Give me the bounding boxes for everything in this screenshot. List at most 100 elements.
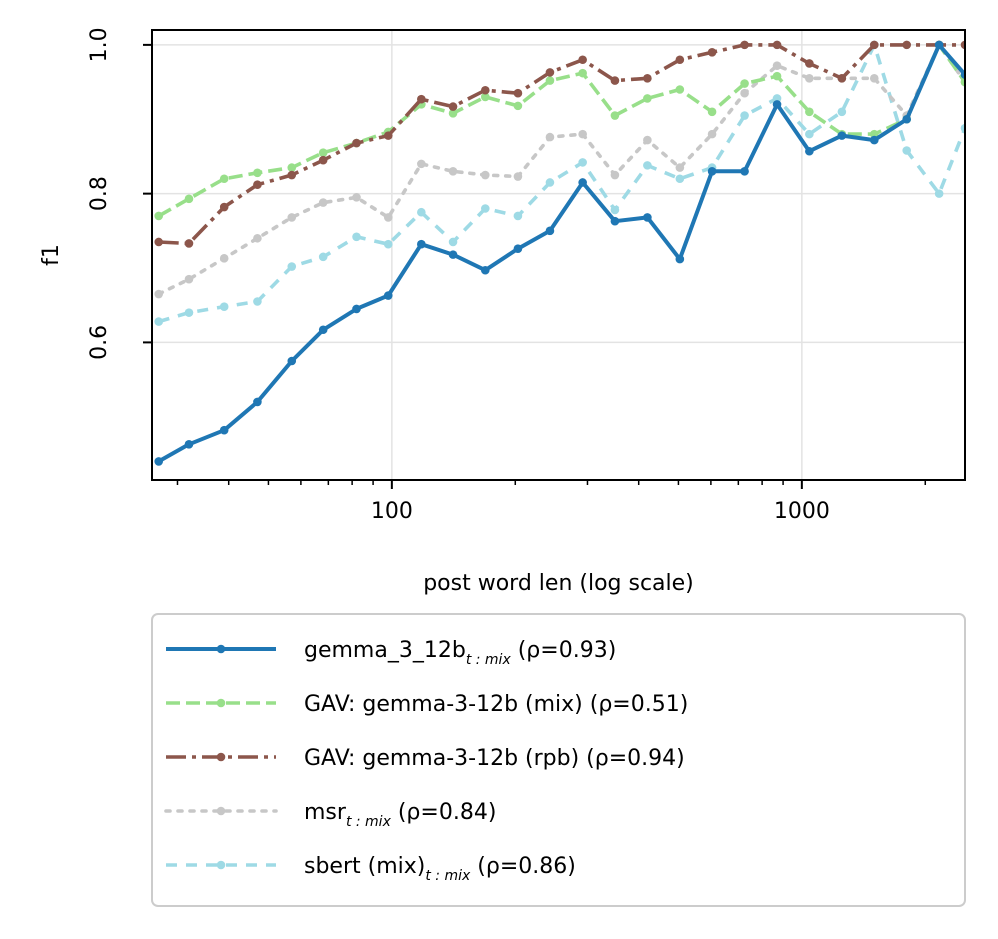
data-point — [643, 213, 652, 222]
legend-marker — [216, 752, 226, 762]
data-point — [448, 102, 458, 111]
data-point — [675, 163, 685, 172]
data-point — [287, 163, 297, 172]
legend-marker — [216, 644, 226, 654]
x-tick-label: 1000 — [774, 499, 830, 524]
data-point — [545, 76, 555, 85]
data-point — [610, 76, 620, 85]
data-point — [287, 262, 297, 271]
data-point — [902, 146, 912, 155]
data-point — [934, 189, 944, 198]
data-point — [578, 68, 587, 78]
data-point — [805, 74, 814, 83]
data-point — [869, 40, 879, 50]
data-point — [513, 88, 523, 98]
data-point — [480, 204, 490, 213]
data-point — [960, 70, 965, 79]
data-point — [417, 239, 426, 249]
data-point — [707, 167, 717, 176]
legend-label: GAV: gemma-3-12b (mix) (ρ=0.51) — [304, 692, 688, 717]
data-point — [772, 94, 782, 103]
data-point — [934, 40, 944, 50]
legend-entry: GAV: gemma-3-12b (rpb) (ρ=0.94) — [166, 746, 685, 771]
data-point — [578, 158, 587, 167]
legend-box — [151, 613, 966, 907]
data-point — [513, 244, 523, 253]
data-point — [643, 94, 652, 103]
data-point — [383, 239, 393, 249]
data-point — [643, 135, 652, 145]
data-point — [772, 40, 782, 50]
data-point — [184, 308, 194, 317]
data-point — [154, 457, 164, 466]
data-point — [318, 155, 328, 165]
data-point — [610, 111, 620, 120]
data-point — [707, 129, 717, 139]
data-point — [837, 107, 847, 117]
data-point — [960, 123, 965, 133]
data-point — [578, 178, 587, 187]
data-point — [675, 55, 685, 65]
data-point — [480, 265, 490, 275]
data-point — [740, 79, 749, 88]
data-point — [740, 88, 749, 98]
data-point — [448, 237, 458, 247]
data-point — [448, 167, 458, 176]
data-point — [219, 174, 229, 184]
data-point — [643, 74, 652, 83]
data-point — [383, 291, 393, 300]
data-point — [318, 148, 328, 158]
data-point — [448, 109, 458, 118]
legend-label: gemma_3_12bt : mix (ρ=0.93) — [304, 638, 616, 668]
data-point — [417, 159, 426, 169]
legend-entry: GAV: gemma-3-12b (mix) (ρ=0.51) — [166, 692, 688, 717]
data-point — [513, 101, 523, 111]
data-point — [184, 439, 194, 449]
series-line — [158, 43, 965, 324]
data-point — [318, 252, 328, 262]
data-point — [184, 274, 194, 284]
data-point — [675, 174, 685, 184]
legend-label: GAV: gemma-3-12b (rpb) (ρ=0.94) — [304, 746, 685, 771]
data-point — [480, 92, 490, 102]
data-point — [869, 135, 879, 145]
series-line — [156, 43, 965, 296]
data-point — [253, 180, 262, 190]
data-point — [219, 202, 229, 212]
data-point — [837, 131, 847, 140]
legend-entry: msrt : mix (ρ=0.84) — [164, 800, 496, 830]
data-point — [837, 74, 847, 83]
legend-marker — [216, 698, 226, 708]
series-4 — [154, 40, 965, 326]
data-point — [318, 198, 328, 207]
legend-entry: gemma_3_12bt : mix (ρ=0.93) — [166, 638, 616, 668]
data-point — [480, 170, 490, 180]
grid — [152, 30, 965, 480]
data-point — [545, 178, 555, 187]
data-point — [513, 211, 523, 221]
series-area — [154, 40, 965, 466]
data-point — [352, 304, 361, 314]
data-point — [352, 232, 361, 242]
data-point — [675, 254, 685, 264]
data-point — [448, 250, 458, 259]
legend: gemma_3_12bt : mix (ρ=0.93) GAV: gemma-3-… — [151, 613, 966, 907]
y-tick-label: 1.0 — [87, 27, 112, 62]
data-point — [513, 172, 523, 181]
data-point — [545, 68, 555, 77]
y-axis-label: f1 — [39, 244, 64, 266]
data-point — [219, 425, 229, 435]
data-point — [253, 168, 262, 178]
data-point — [383, 131, 393, 140]
data-point — [253, 397, 262, 407]
legend-entry: sbert (mix)t : mix (ρ=0.86) — [166, 854, 576, 884]
data-point — [154, 237, 164, 247]
data-point — [805, 107, 814, 117]
data-point — [154, 317, 164, 326]
data-point — [154, 211, 164, 221]
data-point — [675, 85, 685, 94]
data-point — [545, 132, 555, 142]
series-line — [157, 43, 965, 218]
data-point — [740, 167, 749, 176]
data-point — [253, 297, 262, 306]
